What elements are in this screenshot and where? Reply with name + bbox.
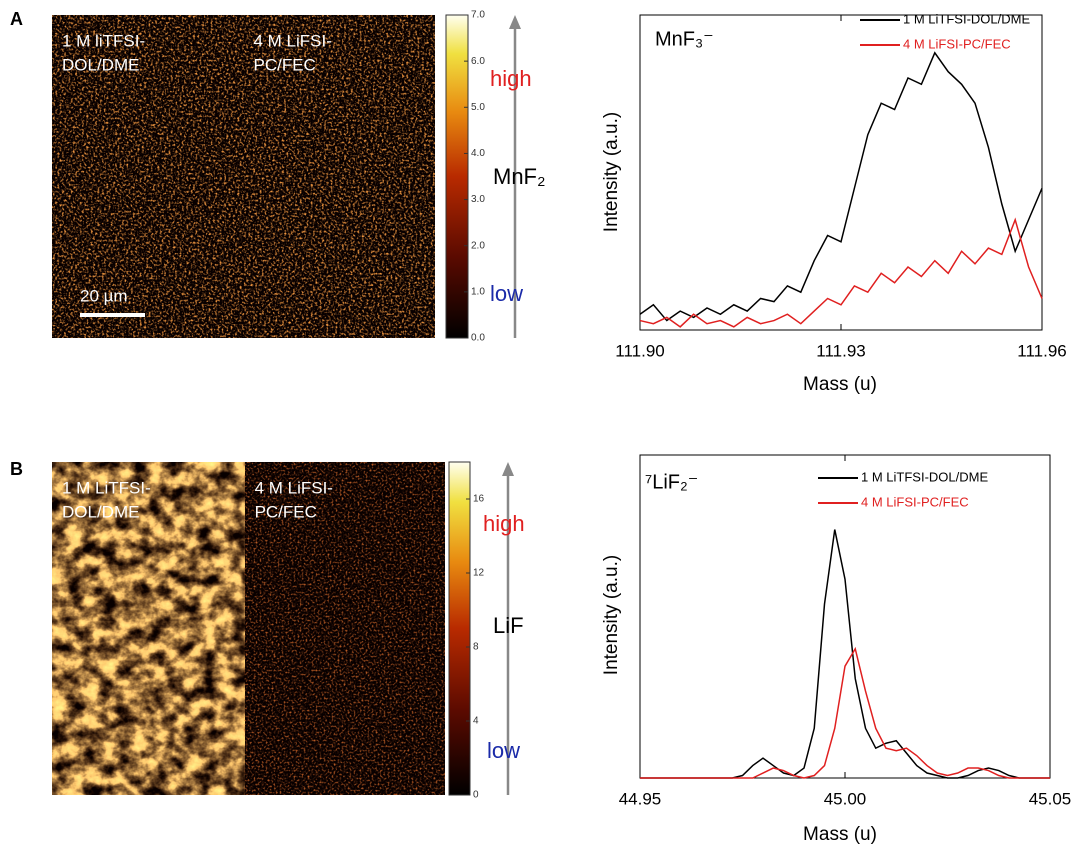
legend-label: 1 M LiTFSI-DOL/DME (903, 11, 1030, 26)
colorbar-tick-label: 0.0 (471, 333, 485, 344)
panel-label: A (10, 9, 23, 29)
colorbar-tick-label: 2.0 (471, 240, 485, 251)
series-line (640, 529, 1050, 779)
map-texture (52, 462, 245, 795)
y-axis-label: Intensity (a.u.) (601, 112, 622, 232)
x-tick-label: 44.95 (619, 789, 662, 808)
x-axis-label: Mass (u) (803, 824, 877, 845)
arrow-head (502, 462, 514, 476)
panel-label: B (10, 459, 23, 479)
colorbar-tick-label: 16 (473, 494, 485, 505)
legend-label: 1 M LiTFSI-DOL/DME (861, 469, 988, 484)
sample-label: 1 M liTFSI- (62, 31, 145, 50)
chart-title: ⁷LiF₂⁻ (645, 471, 698, 493)
low-label: low (487, 738, 520, 763)
colorbar-tick-label: 4 (473, 716, 479, 727)
arrow-head (509, 15, 521, 29)
series-line (639, 217, 1043, 328)
sample-label: DOL/DME (62, 502, 139, 521)
x-axis-label: Mass (u) (803, 374, 877, 395)
sample-label: PC/FEC (254, 55, 316, 74)
colorbar-tick-label: 1.0 (471, 286, 485, 297)
high-label: high (483, 511, 525, 536)
colorbar (445, 14, 469, 339)
map-texture (52, 15, 244, 338)
sample-label: 4 M LiFSI- (254, 31, 332, 50)
colorbar-tick-label: 3.0 (471, 194, 485, 205)
legend-label: 4 M LiFSI-PC/FEC (903, 36, 1011, 51)
map-texture (243, 15, 435, 338)
series-line (639, 51, 1043, 322)
colorbar-tick-label: 0 (473, 790, 479, 801)
sample-label: DOL/DME (62, 55, 139, 74)
high-label: high (490, 66, 532, 91)
x-tick-label: 45.00 (824, 789, 867, 808)
y-axis-label: Intensity (a.u.) (601, 555, 622, 675)
x-tick-label: 111.96 (1017, 341, 1066, 360)
chart-title: MnF₃⁻ (655, 28, 714, 50)
low-label: low (490, 281, 523, 306)
species-label: MnF₂ (493, 164, 546, 189)
colorbar-tick-label: 8 (473, 642, 479, 653)
colorbar-tick-label: 12 (473, 568, 485, 579)
sample-label: 4 M LiFSI- (255, 478, 333, 497)
colorbar-tick-label: 7.0 (471, 10, 485, 21)
plot-frame (639, 14, 1043, 331)
x-tick-label: 111.90 (615, 341, 664, 360)
colorbar (448, 461, 471, 796)
x-tick-label: 45.05 (1029, 789, 1072, 808)
colorbar-tick-label: 5.0 (471, 102, 485, 113)
sample-label: 1 M LiTFSI- (62, 478, 151, 497)
x-tick-label: 111.93 (816, 341, 865, 360)
sample-label: PC/FEC (255, 502, 317, 521)
map-texture (244, 462, 445, 795)
colorbar-tick-label: 4.0 (471, 148, 485, 159)
legend-label: 4 M LiFSI-PC/FEC (861, 494, 969, 509)
scale-bar-label: 20 µm (80, 286, 128, 305)
colorbar-tick-label: 6.0 (471, 56, 485, 67)
series-line (640, 646, 1050, 779)
species-label: LiF (493, 613, 524, 638)
